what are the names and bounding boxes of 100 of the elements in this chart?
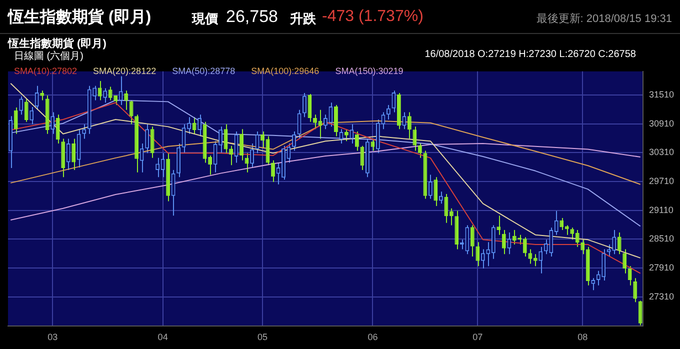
candlestick — [76, 128, 81, 168]
candlestick — [187, 116, 192, 134]
candlestick — [502, 230, 506, 255]
text: SMA(10):27802 — [14, 66, 78, 76]
candlestick — [34, 85, 39, 110]
candlestick — [66, 138, 70, 170]
x-tick-label: 05 — [258, 332, 268, 342]
candlestick — [407, 112, 412, 140]
candlestick — [129, 100, 134, 125]
candlestick — [118, 76, 123, 106]
candlestick — [82, 124, 86, 140]
candlestick — [208, 155, 212, 176]
candlestick — [596, 270, 600, 286]
candlestick — [250, 143, 254, 168]
y-tick-label: 29710 — [648, 176, 674, 186]
text: 升跌 — [290, 10, 316, 28]
y-tick-label: 27310 — [648, 291, 674, 302]
candlestick — [171, 169, 176, 216]
text: SMA(50):28778 — [172, 66, 236, 76]
candlestick — [633, 278, 638, 303]
candlestick — [56, 114, 60, 144]
candlestick — [40, 90, 44, 101]
candlestick — [182, 124, 186, 154]
candlestick — [412, 126, 417, 152]
candlestick — [402, 112, 406, 130]
candlestick — [313, 114, 317, 130]
x-tick-label: 06 — [368, 332, 378, 342]
candlestick — [98, 80, 102, 101]
x-tick-label: 04 — [158, 332, 168, 342]
candlestick — [302, 92, 306, 118]
candlestick — [334, 104, 338, 137]
x-tick-label: 08 — [578, 332, 588, 342]
candlestick — [612, 230, 616, 255]
candlestick — [292, 130, 296, 152]
candlestick — [544, 239, 548, 255]
candlestick — [271, 160, 275, 182]
text: SMA(150):30219 — [335, 66, 404, 76]
y-tick-label: 29110 — [648, 204, 674, 215]
candlestick — [628, 266, 632, 286]
x-tick-label: 03 — [48, 332, 58, 342]
candlestick — [229, 145, 233, 166]
x-tick-label: 07 — [472, 332, 483, 342]
y-tick-label: 30910 — [648, 118, 674, 128]
candlestick — [460, 239, 464, 250]
candlestick — [392, 90, 396, 113]
candlestick — [124, 90, 128, 110]
candlestick — [192, 116, 196, 134]
candlestick — [14, 106, 18, 134]
candlestick — [324, 114, 328, 130]
candlestick — [198, 114, 202, 137]
candlestick — [108, 86, 112, 101]
y-tick-label: 31510 — [648, 89, 674, 100]
candlestick — [240, 128, 244, 161]
text: SMA(100):29646 — [251, 66, 320, 76]
candlestick — [428, 174, 432, 200]
candlestick — [386, 104, 390, 120]
text: 現價 — [192, 10, 218, 28]
candlestick — [465, 224, 470, 255]
candlestick — [260, 130, 264, 149]
text: SMA(20):28122 — [93, 66, 156, 76]
chart-title: 恆生指數期貨 (即月) — [8, 8, 152, 28]
candlestick — [496, 215, 501, 236]
candlestick — [370, 138, 375, 152]
candlestick — [381, 112, 386, 130]
candlestick — [19, 96, 24, 116]
text: -473 (1.737%) — [322, 8, 424, 26]
candlestick — [438, 191, 443, 204]
y-tick-label: 30310 — [648, 147, 674, 158]
candlestick — [140, 143, 144, 173]
candlestick — [72, 138, 76, 170]
text: 最後更新: 2018/08/15 19:31 — [536, 12, 672, 26]
candlestick — [213, 140, 218, 173]
y-tick-label: 27910 — [648, 262, 674, 273]
candlestick — [418, 143, 422, 158]
candlestick — [344, 128, 348, 142]
candlestick — [480, 248, 485, 270]
candlestick — [538, 246, 543, 274]
text: 恆生指數期貨 (即月) — [8, 36, 106, 50]
candlestick — [145, 124, 150, 154]
candlestick — [50, 112, 55, 134]
candlestick — [622, 248, 627, 274]
candlestick — [92, 85, 97, 101]
text: 26,758 — [226, 7, 278, 27]
candlestick — [434, 176, 438, 207]
candlestick — [507, 232, 512, 255]
candlestick — [103, 88, 108, 104]
candlestick — [476, 242, 480, 267]
candlestick — [30, 106, 34, 125]
chart-subtitle: 日線圖 (六個月) — [14, 50, 84, 63]
candlestick — [638, 300, 642, 326]
candlestick — [24, 98, 28, 122]
candlestick — [617, 232, 622, 255]
candlestick — [512, 230, 516, 245]
y-tick-label: 28510 — [648, 234, 674, 244]
candlestick — [218, 126, 222, 154]
candlestick — [355, 130, 359, 152]
candlestick — [470, 224, 474, 257]
candlestick — [150, 126, 154, 158]
candlestick — [591, 278, 596, 291]
text: 16/08/2018 O:27219 H:27230 L:26720 C:26758 — [424, 49, 636, 60]
